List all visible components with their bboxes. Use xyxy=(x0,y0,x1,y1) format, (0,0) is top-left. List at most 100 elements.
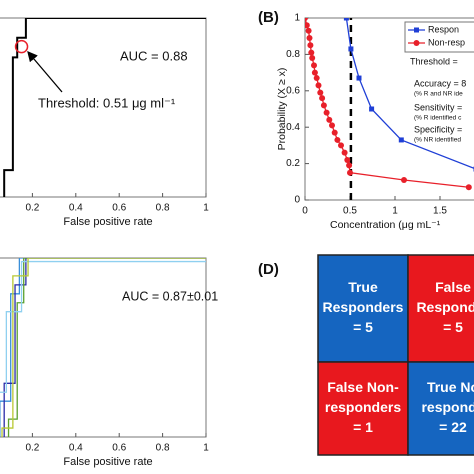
x-tick-label: 0.5 xyxy=(343,206,357,217)
matrix-cell xyxy=(407,361,474,456)
point xyxy=(334,136,341,143)
point xyxy=(343,18,349,21)
annotation: (% NR identified xyxy=(414,137,461,144)
point xyxy=(401,176,407,183)
point xyxy=(306,35,313,42)
panel-label: (B) xyxy=(258,9,279,26)
cell-text: responde xyxy=(421,399,474,415)
panel-label: (D) xyxy=(258,261,279,278)
point xyxy=(344,156,351,163)
point xyxy=(326,116,333,123)
series-line xyxy=(1,258,206,437)
point xyxy=(313,75,320,82)
point xyxy=(348,46,354,52)
series-line xyxy=(3,258,206,437)
point xyxy=(305,18,308,21)
point xyxy=(305,22,310,29)
annotation: Specificity = xyxy=(414,124,462,134)
legend-label: Respon xyxy=(428,24,459,34)
point xyxy=(346,162,353,169)
point xyxy=(329,122,335,129)
x-tick-label: 0.2 xyxy=(25,203,39,214)
point xyxy=(331,129,338,136)
point xyxy=(465,184,472,191)
point xyxy=(317,89,324,96)
point xyxy=(305,27,312,34)
y-tick-label: 0.4 xyxy=(286,122,300,133)
y-tick-label: 0 xyxy=(294,195,300,206)
plot-area xyxy=(0,258,206,437)
annotation: Threshold = xyxy=(410,56,458,66)
x-tick-label: 1 xyxy=(392,206,398,217)
matrix-cell xyxy=(317,361,409,456)
point xyxy=(319,95,326,102)
point xyxy=(309,55,316,62)
matrix-cell xyxy=(407,254,474,363)
plot-area xyxy=(3,18,206,197)
annotation: Sensitivity = xyxy=(414,102,462,112)
y-axis-label: Probability (X ≥ x) xyxy=(276,68,288,151)
legend-box xyxy=(404,21,474,53)
cell-text: True No xyxy=(427,379,474,395)
series-line xyxy=(7,258,206,437)
cell-text: True xyxy=(348,279,378,295)
x-axis-label: Concentration (μg mL⁻¹ xyxy=(330,219,441,231)
point xyxy=(341,149,348,156)
x-tick-label: 0.4 xyxy=(69,203,83,214)
x-axis-label: False positive rate xyxy=(63,216,152,228)
plot-frame xyxy=(0,257,207,438)
cell-text: False Non- xyxy=(327,379,399,395)
point xyxy=(307,42,314,49)
annotation: Accuracy = 8 xyxy=(414,78,466,88)
series-line xyxy=(3,18,206,197)
x-tick-label: 0.8 xyxy=(156,203,170,214)
x-axis-label: False positive rate xyxy=(63,456,152,468)
cell-text: = 5 xyxy=(353,319,373,335)
cell-text: = 5 xyxy=(443,319,463,335)
point xyxy=(369,106,375,112)
arrow xyxy=(27,51,63,93)
y-tick-label: 0.6 xyxy=(286,85,300,96)
annotation: Threshold: 0.51 μg ml⁻¹ xyxy=(38,95,176,110)
annotation: (% R identified c xyxy=(414,115,462,122)
legend-label: Non-resp xyxy=(428,37,465,47)
threshold-marker xyxy=(14,39,29,54)
point xyxy=(311,69,318,76)
point xyxy=(398,137,404,143)
annotation: AUC = 0.87±0.01 xyxy=(122,289,218,303)
point xyxy=(338,142,344,149)
point xyxy=(323,109,330,116)
x-tick-label: 0.2 xyxy=(25,443,39,454)
y-tick-label: 0.8 xyxy=(286,49,300,60)
x-tick-label: 1 xyxy=(203,203,209,214)
x-tick-label: 0.8 xyxy=(156,443,170,454)
series-line xyxy=(0,260,206,393)
point xyxy=(320,102,327,109)
matrix-cell xyxy=(317,254,409,363)
legend-marker xyxy=(414,27,419,33)
cell-text: = 1 xyxy=(353,419,373,435)
cell-text: responders xyxy=(325,399,401,415)
x-tick-label: 0 xyxy=(302,206,308,217)
cell-text: False xyxy=(435,279,471,295)
point xyxy=(347,169,353,176)
point xyxy=(311,62,317,69)
annotation: AUC = 0.88 xyxy=(120,48,188,63)
y-tick-label: 0.2 xyxy=(286,158,300,169)
cell-text: Responder xyxy=(416,299,474,315)
annotation: (% R and NR ide xyxy=(414,91,463,98)
cell-text: = 22 xyxy=(439,419,467,435)
point xyxy=(356,75,362,81)
x-tick-label: 0.6 xyxy=(112,203,126,214)
legend-marker xyxy=(413,40,420,46)
x-tick-label: 1.5 xyxy=(433,206,447,217)
cell-text: Responders xyxy=(323,299,404,315)
x-tick-label: 1 xyxy=(203,443,209,454)
series-line xyxy=(345,18,474,169)
point xyxy=(315,82,322,89)
point xyxy=(308,49,315,56)
y-tick-label: 1 xyxy=(294,13,300,24)
x-tick-label: 0.4 xyxy=(69,443,83,454)
